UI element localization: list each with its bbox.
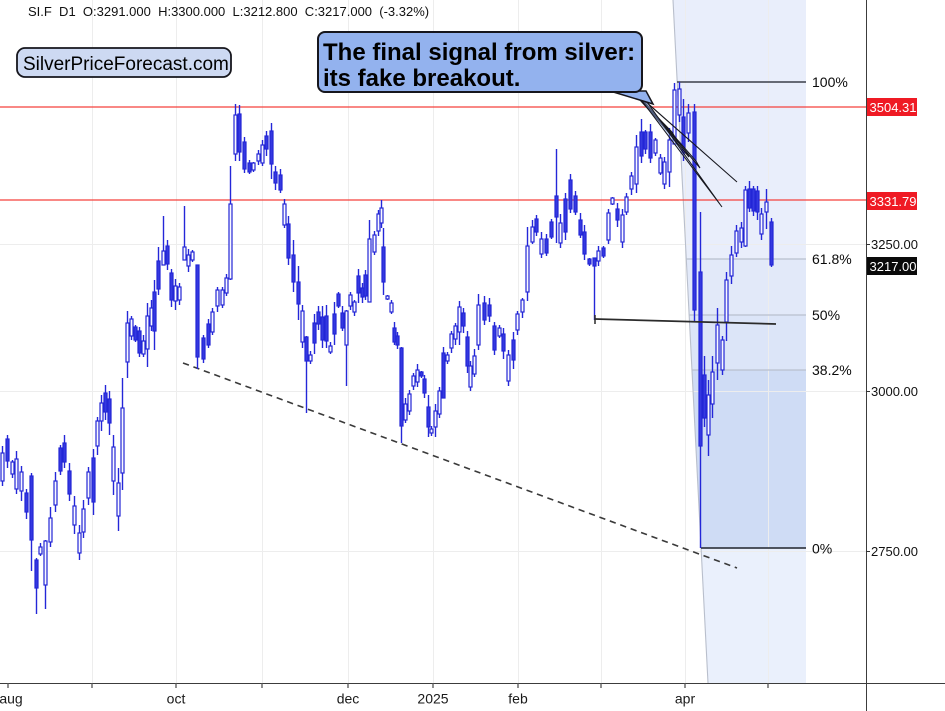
svg-text:61.8%: 61.8%	[812, 251, 852, 267]
svg-text:100%: 100%	[812, 74, 848, 90]
svg-text:3250.00: 3250.00	[871, 237, 918, 252]
svg-text:The final signal from silver:: The final signal from silver:	[323, 39, 635, 66]
svg-text:aug: aug	[0, 691, 23, 707]
svg-text:oct: oct	[167, 691, 186, 707]
svg-text:SI.F D1 O:3291.000 H:3300.0: SI.F D1 O:3291.000 H:3300.000 L:3212.800…	[28, 4, 429, 19]
svg-text:3217.00: 3217.00	[870, 259, 917, 274]
svg-text:dec: dec	[337, 691, 360, 707]
svg-text:3331.79: 3331.79	[870, 194, 917, 209]
svg-text:2750.00: 2750.00	[871, 544, 918, 559]
svg-text:its fake breakout.: its fake breakout.	[323, 65, 520, 92]
svg-text:SilverPriceForecast.com: SilverPriceForecast.com	[23, 54, 229, 75]
svg-text:apr: apr	[675, 691, 696, 707]
svg-text:2025: 2025	[417, 691, 448, 707]
svg-text:38.2%: 38.2%	[812, 362, 852, 378]
svg-text:3000.00: 3000.00	[871, 384, 918, 399]
svg-text:50%: 50%	[812, 307, 840, 323]
svg-text:3504.31: 3504.31	[870, 100, 917, 115]
svg-text:0%: 0%	[812, 541, 832, 557]
svg-text:feb: feb	[508, 691, 528, 707]
